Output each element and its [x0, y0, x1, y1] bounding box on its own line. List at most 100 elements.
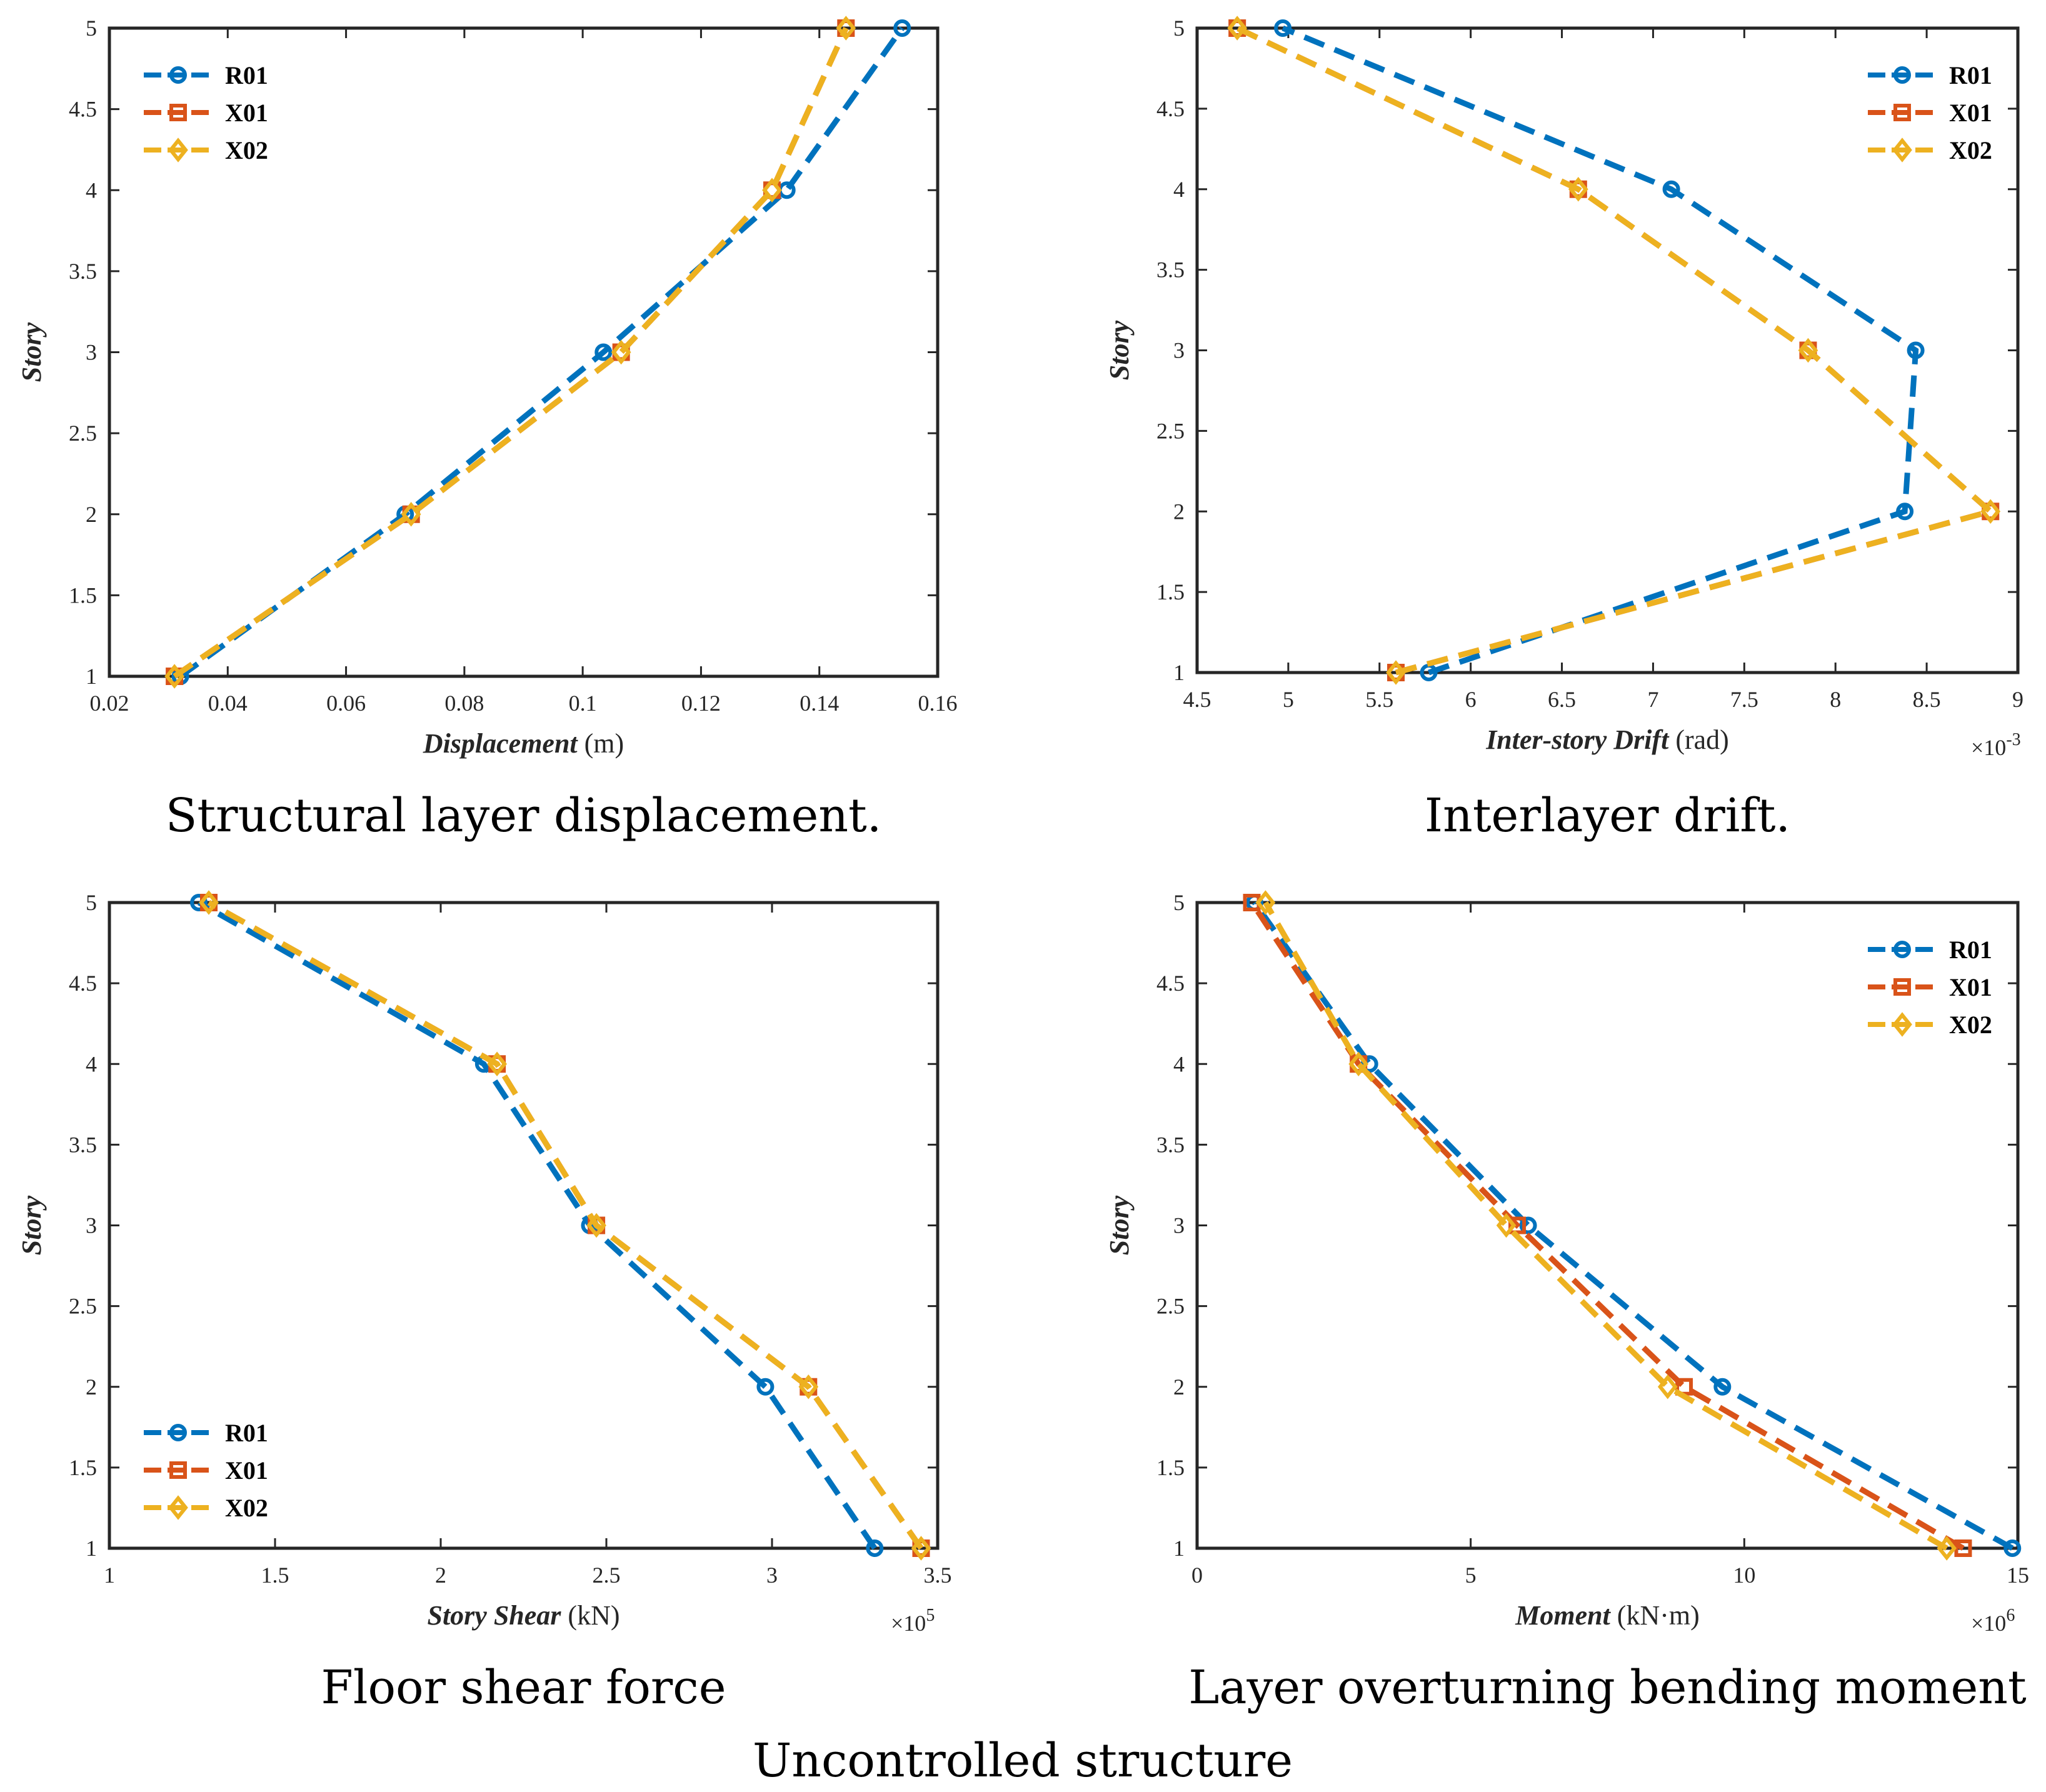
legend-label-x01: X01: [1949, 973, 1992, 1001]
x-tick-label: 1: [104, 1563, 115, 1588]
x-axis-label: Story Shear (kN): [427, 1600, 619, 1631]
data-point-x02: [487, 1051, 507, 1077]
x-axis-label-main: Inter-story Drift: [1485, 724, 1670, 755]
legend-marker-x02: [168, 1495, 188, 1520]
data-point-r01: [1662, 180, 1680, 198]
legend: R01 X01 X02: [1868, 936, 1992, 1039]
x-tick-label: 7.5: [1730, 687, 1758, 712]
data-point-x02: [1227, 16, 1248, 41]
plot-area: [1195, 26, 2020, 674]
x-tick-label: 15: [2007, 1563, 2029, 1588]
y-tick-label: 4: [1173, 177, 1185, 202]
x-tick-label: 0.1: [569, 691, 597, 716]
panel-caption: Interlayer drift.: [1425, 789, 1790, 843]
data-point-r01: [1713, 1378, 1732, 1396]
data-point-x02: [1386, 660, 1406, 685]
y-tick-label: 5: [86, 890, 97, 915]
y-tick-label: 3.5: [69, 259, 97, 284]
x-tick-label: 2.5: [593, 1563, 621, 1588]
figure-caption: Uncontrolled structure: [753, 1734, 1293, 1788]
legend-marker-r01: [169, 1424, 187, 1441]
x-axis-label-unit: (rad): [1668, 724, 1729, 755]
data-point-x02: [1348, 1051, 1369, 1077]
multiplier-base: ×10: [1971, 1611, 2006, 1636]
y-tick-label: 2: [86, 502, 97, 527]
y-tick-label: 3: [86, 1213, 97, 1238]
series-line-x01: [1236, 25, 1997, 676]
x-tick-label: 9: [2012, 687, 2023, 712]
x-tick-label: 0.04: [208, 691, 248, 716]
chart-panel-2: 4.5 5 5.5 6 6.5 7 7.5 8 8.5 9 1 1.5 2 2.5 3 3.5 4 4.5 5 Int…: [1104, 16, 2023, 843]
x-tick-label: 0.12: [681, 691, 721, 716]
y-tick-label: 3.5: [1156, 1132, 1185, 1157]
x-tick-label: 0.02: [90, 691, 129, 716]
data-point-x02: [1798, 338, 1818, 363]
x-tick-label: 0.16: [918, 691, 958, 716]
y-tick-label: 1.5: [69, 1455, 97, 1480]
x-tick-label: 2: [435, 1563, 446, 1588]
x-axis-multiplier: ×105: [891, 1606, 935, 1636]
multiplier-exponent: 5: [926, 1606, 935, 1625]
y-tick-label: 4.5: [69, 971, 97, 996]
data-point-x02: [164, 664, 184, 689]
chart-panel-1: 0.02 0.04 0.06 0.08 0.1 0.12 0.14 0.16 1 1.5 2 2.5 3…: [16, 16, 958, 843]
series-line-x01: [173, 27, 849, 679]
data-point-x02: [586, 1213, 606, 1238]
legend-label-x01: X01: [225, 99, 268, 127]
y-tick-label: 4: [86, 1051, 97, 1076]
y-tick-label: 1.5: [1156, 579, 1185, 604]
y-tick-label: 3: [1173, 338, 1185, 363]
x-tick-label: 8.5: [1913, 687, 1941, 712]
x-axis-label-unit: (m): [578, 728, 624, 759]
y-tick-label: 2: [1173, 499, 1185, 524]
data-point-r01: [1274, 19, 1292, 37]
x-tick-label: 4.5: [1183, 687, 1211, 712]
x-axis-label-main: Story Shear: [427, 1600, 561, 1631]
data-point-x02: [1255, 890, 1276, 915]
y-tick-label: 2.5: [69, 421, 97, 446]
data-point-r01: [866, 1539, 884, 1557]
x-tick-label: 0.06: [326, 691, 366, 716]
y-tick-label: 2.5: [1156, 418, 1185, 443]
series-line-r01: [178, 26, 905, 679]
data-point-x02: [1496, 1213, 1517, 1238]
series-line-x02: [1263, 901, 1948, 1551]
y-tick-label: 2.5: [69, 1294, 97, 1319]
x-tick-label: 3.5: [924, 1563, 952, 1588]
y-tick-label: 5: [86, 16, 97, 41]
data-point-x02: [911, 1536, 931, 1561]
x-tick-label: 5.5: [1365, 687, 1393, 712]
x-axis-label: Inter-story Drift (rad): [1485, 724, 1729, 755]
y-tick-label: 1.5: [1156, 1455, 1185, 1480]
data-point-r01: [1360, 1055, 1378, 1073]
data-point-r01: [594, 343, 613, 361]
series-line-x02: [173, 27, 849, 679]
y-tick-label: 3.5: [69, 1132, 97, 1157]
legend-label-x02: X02: [1949, 136, 1992, 164]
data-point-x02: [1568, 176, 1588, 202]
legend-label-x02: X02: [225, 136, 268, 164]
legend-label-x01: X01: [225, 1456, 268, 1484]
y-tick-label: 1: [86, 1536, 97, 1561]
x-tick-label: 3: [766, 1563, 778, 1588]
legend-label-x02: X02: [1949, 1011, 1992, 1039]
x-axis-label-main: Moment: [1515, 1600, 1611, 1631]
series-line-x02: [207, 900, 924, 1550]
chart-panel-4: 0 5 10 15 1 1.5 2 2.5 3 3.5 4 4.5 5 Moment (kN·m) Stor…: [1104, 890, 2029, 1714]
x-tick-label: 7: [1647, 687, 1658, 712]
y-tick-label: 3: [1173, 1213, 1185, 1238]
x-axis-label: Displacement (m): [423, 728, 624, 759]
legend-marker-r01: [1893, 941, 1911, 958]
x-axis-label-main: Displacement: [423, 728, 579, 759]
x-axis-label: Moment (kN·m): [1515, 1600, 1700, 1631]
legend-marker-x01: [1893, 978, 1911, 996]
series-line-r01: [1252, 901, 2014, 1551]
legend-label-x01: X01: [1949, 99, 1992, 127]
y-tick-label: 2.5: [1156, 1294, 1185, 1319]
y-tick-label: 2: [86, 1374, 97, 1399]
y-tick-label: 1: [1173, 1536, 1185, 1561]
series-line-r01: [197, 900, 878, 1550]
data-point-r01: [1519, 1216, 1537, 1234]
x-tick-label: 5: [1283, 687, 1294, 712]
